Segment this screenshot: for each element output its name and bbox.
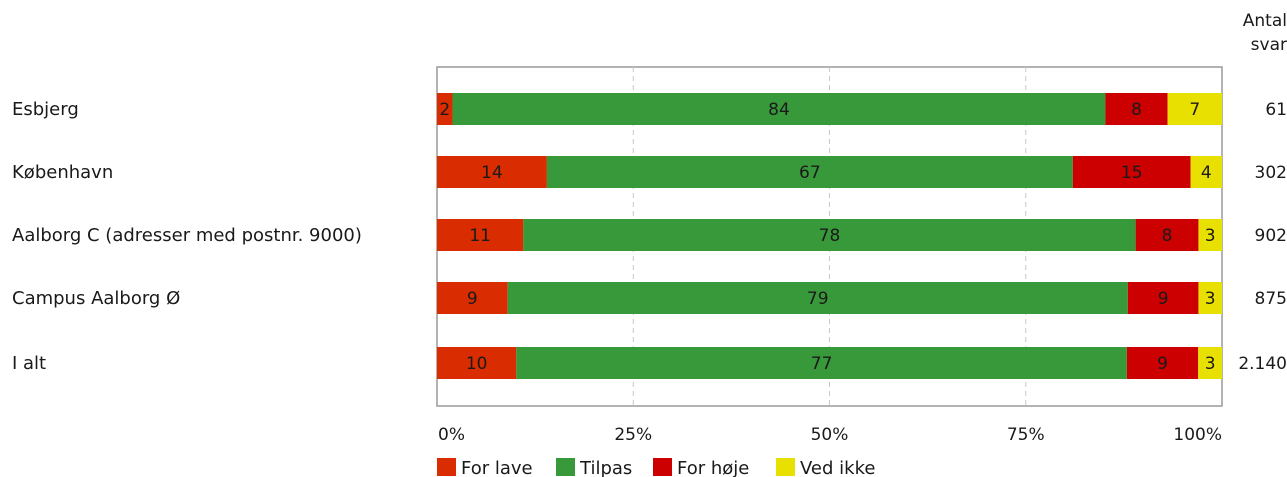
data-label: 3 [1205, 226, 1216, 246]
bar-segment [437, 347, 517, 379]
data-label: 3 [1205, 289, 1216, 309]
count-value: 902 [1255, 226, 1287, 246]
count-labels: Antal svar 61 302 902 875 2.140 [1238, 11, 1287, 374]
category-label: I alt [12, 353, 46, 374]
data-label: 10 [466, 354, 488, 374]
count-value: 2.140 [1238, 354, 1287, 374]
category-label: Campus Aalborg Ø [12, 288, 180, 309]
bar-segment [437, 219, 524, 251]
bar-segment [452, 93, 1106, 125]
count-header-line2: svar [1251, 35, 1287, 55]
data-label: 14 [481, 163, 503, 183]
legend-label: For lave [461, 458, 533, 477]
data-label: 2 [439, 100, 450, 120]
bar-segment [1127, 282, 1199, 314]
data-label: 9 [1157, 354, 1168, 374]
x-tick-label: 75% [1007, 425, 1045, 445]
count-value: 875 [1255, 289, 1287, 309]
bar-segment [1190, 156, 1222, 188]
category-label: Esbjerg [12, 99, 79, 120]
legend-swatch [653, 458, 672, 476]
data-label: 67 [799, 163, 821, 183]
bar-segment [1198, 282, 1222, 314]
bar-segment [546, 156, 1073, 188]
legend-label: For høje [677, 458, 749, 477]
data-label: 9 [1158, 289, 1169, 309]
data-label: 11 [469, 226, 491, 246]
x-tick-label: 100% [1173, 425, 1222, 445]
data-label: 79 [807, 289, 829, 309]
bar-segment [437, 93, 453, 125]
data-label: 78 [819, 226, 841, 246]
data-label: 8 [1162, 226, 1173, 246]
bar-segment [523, 219, 1136, 251]
data-label: 84 [768, 100, 790, 120]
bar-segment [507, 282, 1128, 314]
legend-label: Ved ikke [800, 458, 875, 477]
bar-segment [1198, 219, 1222, 251]
data-label: 8 [1131, 100, 1142, 120]
legend-swatch [776, 458, 795, 476]
x-tick-label: 0% [438, 425, 465, 445]
bar-segment [437, 282, 508, 314]
x-tick-label: 50% [811, 425, 849, 445]
bar-segment [1072, 156, 1191, 188]
legend: For lave Tilpas For høje Ved ikke [437, 458, 875, 477]
category-labels: Esbjerg København Aalborg C (adresser med … [12, 99, 362, 374]
bar-segment [516, 347, 1127, 379]
bar-segment [1135, 219, 1199, 251]
data-label: 77 [811, 354, 833, 374]
data-label: 15 [1121, 163, 1143, 183]
count-header-line1: Antal [1243, 11, 1287, 31]
bar-segment [437, 156, 547, 188]
legend-label: Tilpas [579, 458, 632, 477]
bar-segment [1167, 93, 1222, 125]
count-value: 302 [1255, 163, 1287, 183]
data-label: 9 [467, 289, 478, 309]
bar-segment [1105, 93, 1168, 125]
x-tick-label: 25% [614, 425, 652, 445]
data-label: 4 [1201, 163, 1212, 183]
legend-swatch [437, 458, 456, 476]
x-tick-labels: 0% 25% 50% 75% 100% [438, 425, 1222, 445]
bar-segment [1198, 347, 1222, 379]
bars: 2 84 8 7 14 67 15 4 11 78 8 3 9 79 9 3 10 77 9 3 [437, 93, 1222, 379]
count-value: 61 [1265, 100, 1287, 120]
category-label: Aalborg C (adresser med postnr. 9000) [12, 225, 362, 246]
legend-swatch [556, 458, 575, 476]
category-label: København [12, 162, 113, 183]
bar-segment [1126, 347, 1199, 379]
data-label: 3 [1205, 354, 1216, 374]
data-label: 7 [1189, 100, 1200, 120]
